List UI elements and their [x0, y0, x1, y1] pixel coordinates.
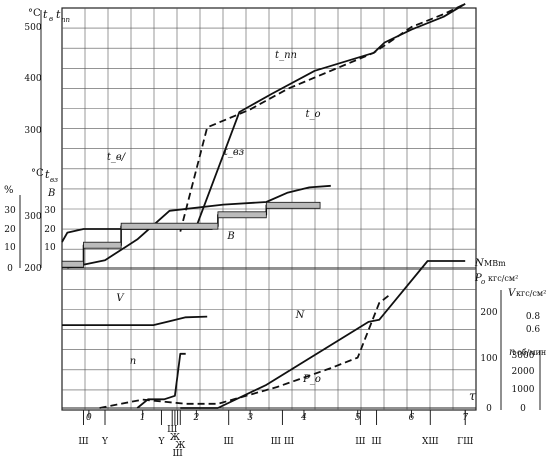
tick-label-b: 20 — [44, 225, 56, 235]
deg-c-top-label: °C — [28, 8, 41, 19]
p-o-sub-axis-label: o — [481, 278, 485, 286]
series-line — [62, 315, 208, 327]
stage-marker-label: Ж — [170, 433, 180, 443]
tick-label-tv: 400 — [24, 74, 41, 84]
x-tick-label: 3 — [247, 413, 253, 423]
series-line — [179, 2, 466, 232]
stage-marker-label: Y — [157, 437, 165, 447]
t-v-sub-label: в — [49, 15, 53, 23]
t-v-label: t — [43, 8, 48, 21]
tick-label-percent: 30 — [4, 206, 16, 216]
stage-marker-label: Ш Ш — [271, 437, 294, 447]
n-mw-label: N — [474, 258, 485, 269]
tick-label-n: 0 — [486, 404, 492, 414]
stage-marker-label: Ш — [224, 437, 234, 447]
x-tick-label: 4 — [300, 413, 307, 423]
series-annotation: N — [295, 310, 306, 321]
tick-label-tv: 300 — [24, 126, 41, 136]
series-annotation: V — [116, 293, 125, 304]
x-tick-label: 6 — [409, 413, 415, 423]
tick-label-rpm: 2000 — [512, 367, 535, 377]
b-band-segment — [217, 211, 267, 219]
series-line — [99, 293, 391, 409]
grid — [19, 7, 541, 411]
series-annotations: t_пп t_o t_в/t_вз В Vn N P_o — [107, 50, 321, 385]
stage-marker-label: Ш — [167, 425, 177, 435]
tick-label-tvz: 200 — [24, 264, 41, 274]
stage-marker-label: Ш — [172, 449, 182, 459]
n-rpm-axis-label: n — [509, 347, 515, 358]
tick-label-n: 200 — [480, 308, 497, 318]
stage-marker-label: Ш — [78, 437, 88, 447]
series-annotation: В — [226, 231, 234, 242]
v-unit-label: кгс/см² — [516, 289, 546, 298]
tick-label-percent: 0 — [7, 264, 13, 274]
t-pp-label: t — [56, 8, 61, 21]
b-axis-label: В — [47, 188, 55, 199]
tick-label-b: 10 — [44, 243, 56, 253]
deg-c-mid-label: °C — [31, 168, 44, 179]
series-annotation: n — [130, 356, 136, 367]
stage-marker-label: Y — [101, 437, 109, 447]
tick-label-rpm: 3000 — [512, 351, 535, 361]
tick-label-b: 30 — [44, 206, 56, 216]
tick-label-rpm: 1000 — [512, 385, 535, 395]
stage-marker-label: Ш — [355, 437, 365, 447]
t-vz-label: t — [45, 168, 50, 181]
stage-marker-label: ХШ — [422, 437, 439, 447]
b-band-segment — [61, 260, 84, 268]
t-pp-sub-label: пп — [61, 16, 71, 24]
x-tick-label: 0 — [86, 413, 92, 423]
b-band-segment — [265, 201, 321, 209]
x-tick-label: 2 — [193, 413, 200, 423]
t-vz-sub-label: вз — [50, 176, 58, 184]
series-line — [195, 3, 466, 227]
axis-text: °C t в t пп °C t вз % В N MBm P o кгс/см… — [4, 8, 546, 403]
b-band-segment — [120, 222, 219, 230]
series-annotation: t_пп — [275, 50, 297, 61]
series-layer — [61, 2, 466, 409]
tick-label-tvz: 300 — [24, 212, 41, 222]
v-axis-label: V — [508, 288, 517, 299]
series-annotation: t_в/ — [107, 152, 127, 163]
tick-label-rpm: 0 — [520, 404, 526, 414]
mw-unit-label: MBm — [484, 259, 506, 268]
stage-marker-label: Ш — [371, 437, 381, 447]
series-annotation: P_o — [302, 374, 321, 385]
tick-label-percent: 10 — [4, 243, 16, 253]
series-annotation: t_вз — [224, 147, 244, 158]
rpm-unit-label: об/мин — [517, 348, 546, 357]
stage-marker-label: Ж — [175, 441, 185, 451]
x-tick-label: 1 — [140, 413, 146, 423]
series-annotation: t_o — [305, 109, 320, 120]
tick-label-n: 100 — [480, 354, 497, 364]
x-tick-label: 5 — [355, 413, 361, 423]
tick-labels: 300400500200300010203010203020010000.80.… — [4, 23, 540, 459]
series-line — [67, 184, 331, 269]
tick-label-v: 0.8 — [526, 312, 541, 322]
stage-marker-label: ГШ — [457, 437, 473, 447]
p-o-axis-label: P — [474, 273, 482, 284]
b-band-segment — [83, 241, 122, 249]
tick-label-tv: 500 — [24, 23, 41, 33]
tick-label-v: 0.6 — [526, 325, 541, 335]
percent-label: % — [4, 185, 14, 196]
series-line — [180, 260, 466, 409]
tau-label: τ — [469, 389, 476, 403]
series-line — [62, 204, 321, 266]
kgs-unit-label: кгс/см² — [488, 274, 518, 283]
tick-label-percent: 20 — [4, 225, 16, 235]
